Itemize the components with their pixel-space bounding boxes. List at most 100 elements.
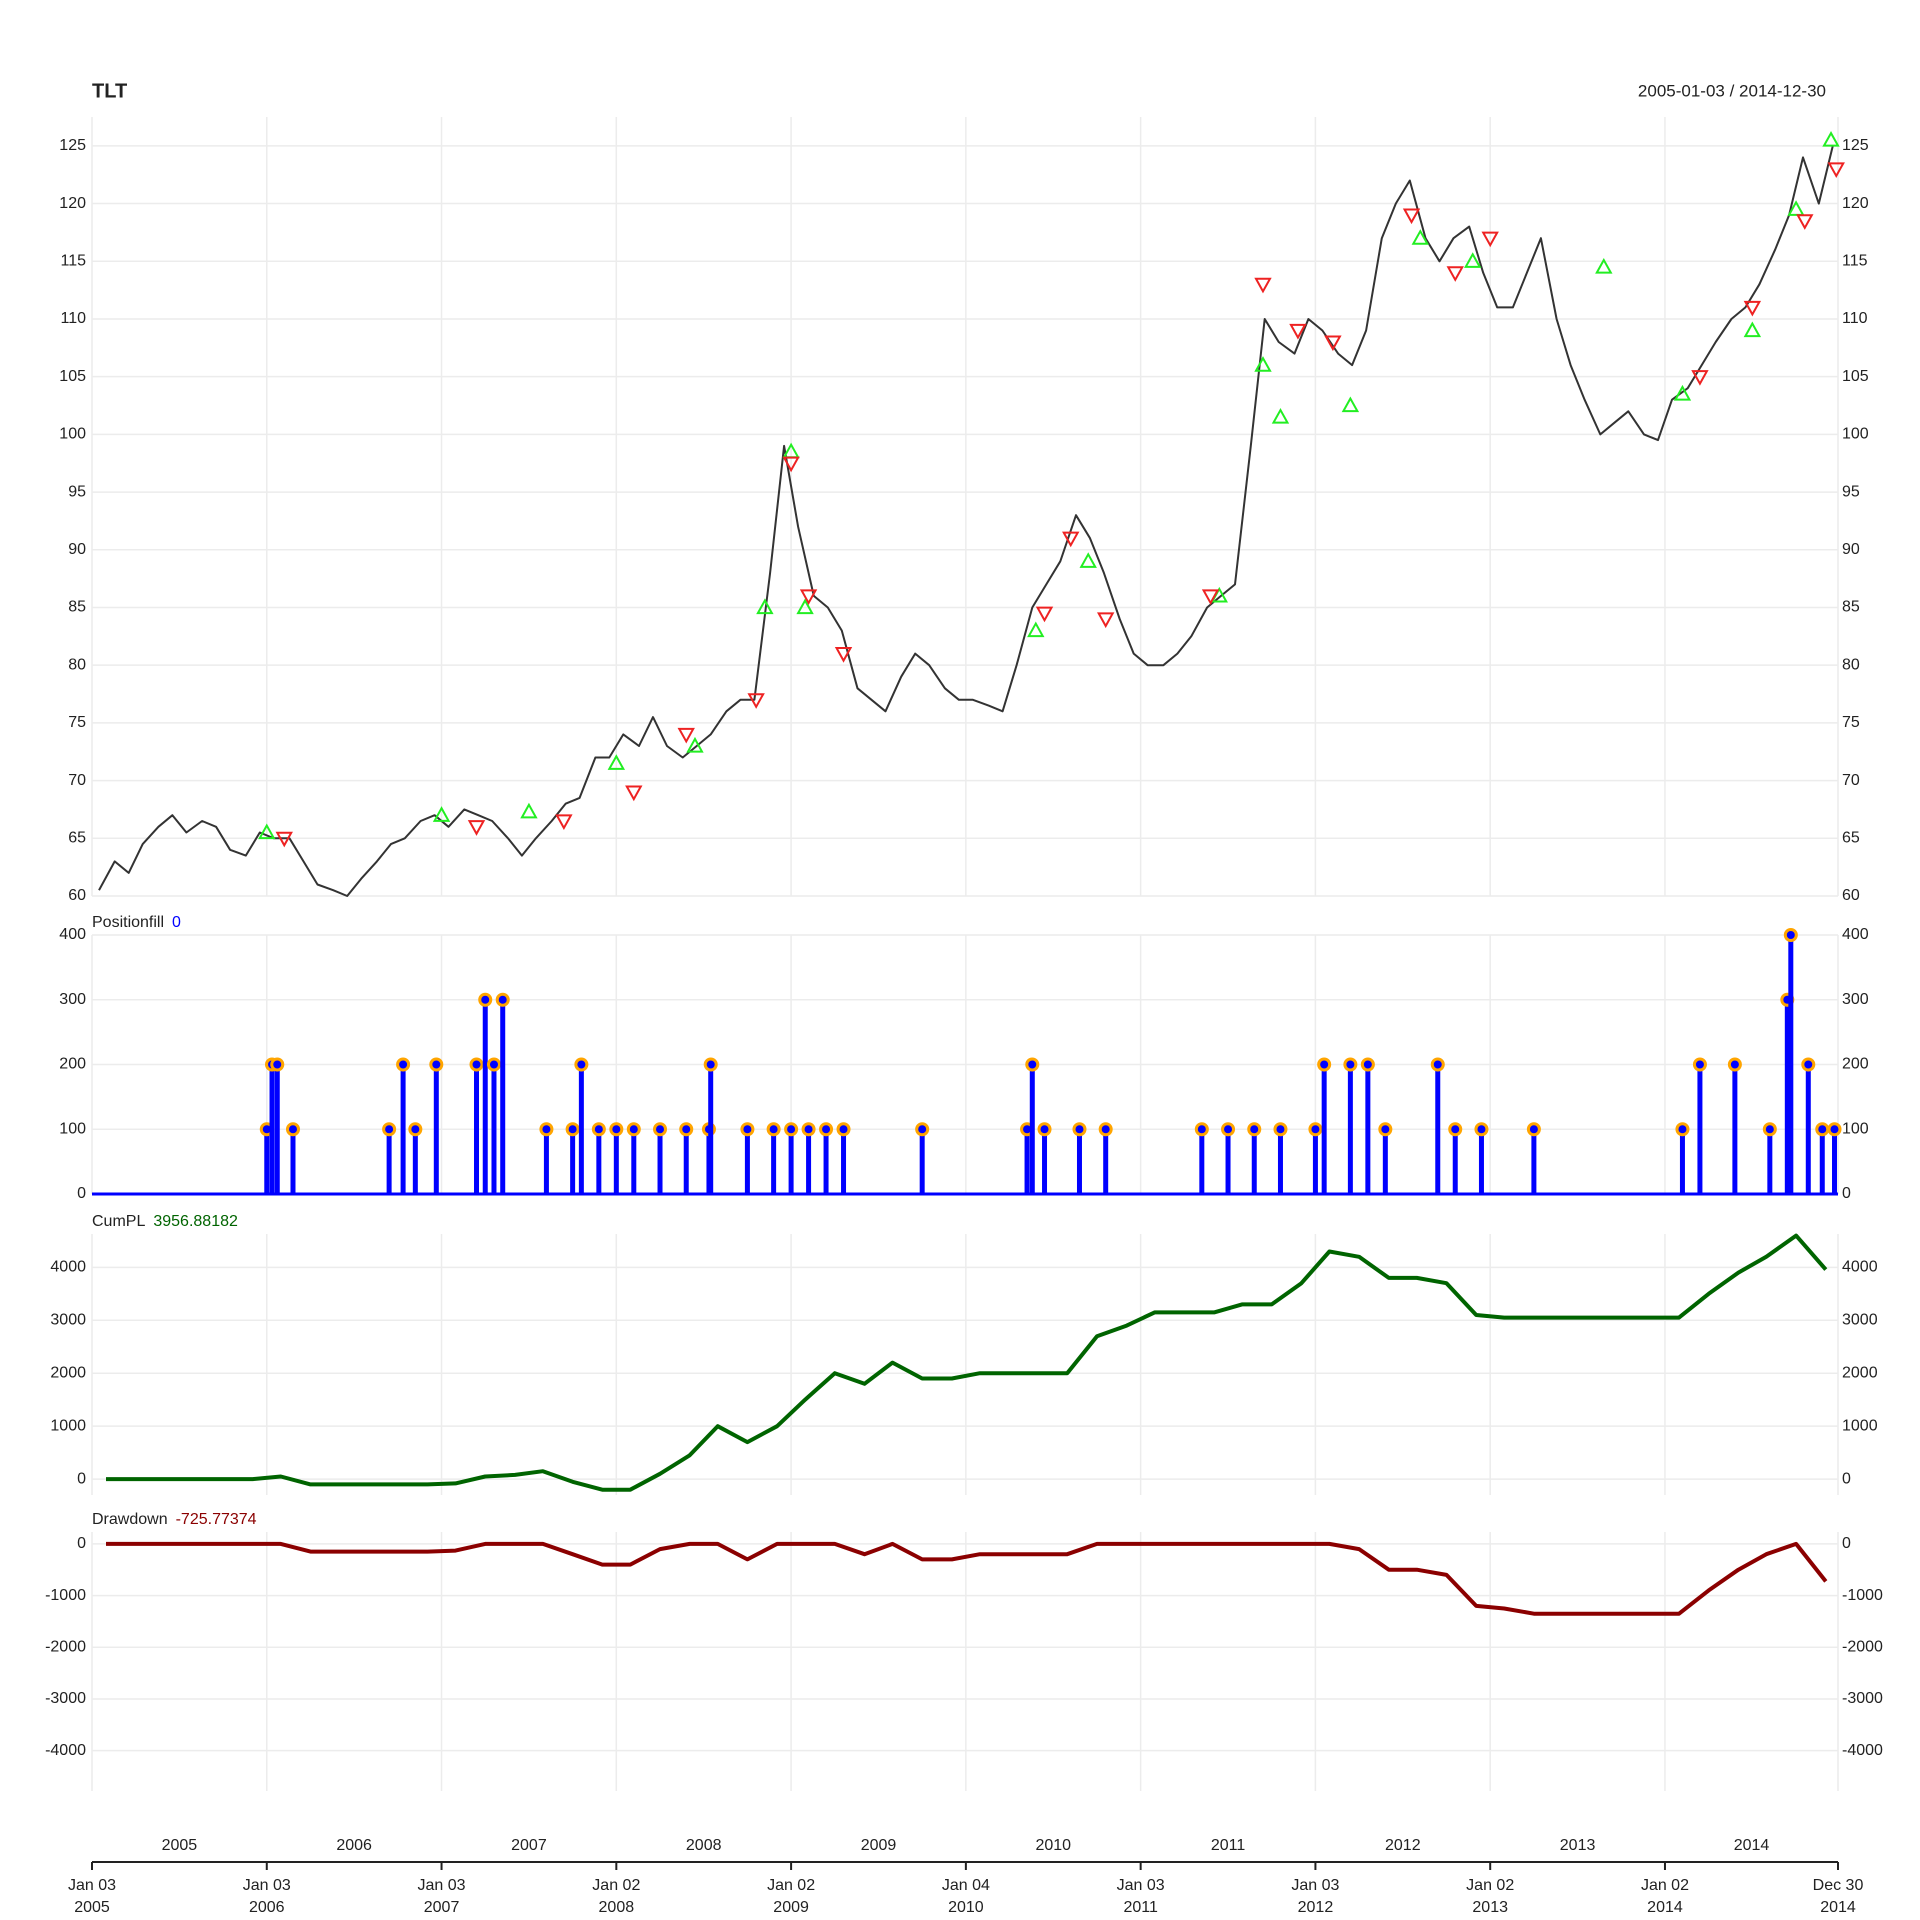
bar-top (1783, 928, 1798, 942)
year-label: 2013 (1560, 1837, 1596, 1854)
date-range: 2005-01-03 / 2014-12-30 (1638, 81, 1826, 100)
y-tick-label: 115 (1842, 252, 1868, 269)
sell-marker (834, 647, 853, 663)
bar-top (1801, 1057, 1816, 1072)
panel-last-value: -725.77374 (176, 1511, 257, 1528)
y-tick-label: 100 (59, 1120, 86, 1137)
bar-top (1037, 1122, 1052, 1137)
sell-marker (1035, 606, 1054, 623)
bar-top (486, 1057, 501, 1072)
sell-marker (1096, 612, 1115, 629)
y-tick-label: 110 (60, 310, 86, 327)
y-tick-label: 110 (1842, 310, 1868, 327)
sell-marker (555, 814, 573, 831)
buy-marker (1271, 408, 1290, 424)
year-label: 2008 (686, 1837, 722, 1854)
y-tick-label: 100 (1842, 426, 1869, 443)
bar-top (819, 1122, 834, 1137)
buy-marker (1079, 552, 1097, 568)
buy-marker (1464, 252, 1482, 268)
x-tick-label: Jan 03 (243, 1877, 291, 1894)
y-tick-label: 80 (68, 656, 86, 673)
bar-top (703, 1057, 718, 1072)
x-tick-year: 2014 (1647, 1899, 1683, 1916)
sell-marker (467, 820, 486, 836)
y-tick-label: 3000 (1842, 1312, 1878, 1329)
y-tick-label: 70 (68, 772, 86, 789)
bar-top (382, 1122, 397, 1137)
y-tick-label: 0 (77, 1470, 86, 1487)
bar-top (801, 1122, 816, 1137)
series-line (106, 1541, 1828, 1616)
y-tick-label: 300 (1842, 991, 1869, 1008)
y-tick-label: -3000 (1842, 1690, 1883, 1707)
bar-top (1675, 1122, 1690, 1137)
y-tick-label: 65 (1842, 830, 1860, 847)
bar-top (1221, 1122, 1236, 1137)
bar-top (1692, 1057, 1707, 1072)
buy-marker (1787, 200, 1805, 216)
x-tick-label: Jan 02 (1466, 1877, 1514, 1894)
year-label: 2011 (1211, 1837, 1246, 1854)
bar-top (429, 1057, 444, 1072)
y-tick-label: 105 (59, 368, 86, 385)
sell-marker (1743, 300, 1762, 317)
x-tick-label: Jan 03 (418, 1877, 466, 1894)
buy-marker (432, 806, 451, 822)
bar-top (1317, 1057, 1332, 1072)
buy-marker (1595, 257, 1613, 274)
y-tick-label: 0 (1842, 1535, 1851, 1552)
year-label: 2012 (1385, 1837, 1421, 1854)
bar-top (270, 1057, 285, 1072)
x-tick-label: Jan 02 (592, 1877, 640, 1894)
year-label: 2005 (162, 1837, 198, 1854)
buy-marker (796, 598, 814, 615)
x-tick-label: Jan 03 (1291, 1877, 1339, 1894)
sell-marker (799, 589, 818, 605)
bar-top (740, 1122, 755, 1137)
bar-top (1098, 1122, 1113, 1137)
year-label: 2006 (336, 1837, 372, 1854)
bar-top (1474, 1122, 1489, 1137)
y-tick-label: 100 (1842, 1120, 1869, 1137)
x-tick-year: 2009 (773, 1899, 809, 1916)
x-tick-label: Jan 03 (1117, 1877, 1165, 1894)
buy-marker (686, 736, 704, 753)
buy-marker (1411, 229, 1429, 245)
bar-top (1827, 1122, 1842, 1137)
panel-last-value: 0 (172, 914, 181, 931)
x-tick-year: 2011 (1123, 1899, 1158, 1916)
y-tick-label: 2000 (50, 1364, 86, 1381)
y-tick-label: 75 (1842, 714, 1860, 731)
panel-title: Drawdown (92, 1511, 168, 1528)
bar-top (653, 1122, 668, 1137)
buy-marker (756, 598, 774, 615)
panel-title: Positionfill (92, 914, 164, 931)
sell-marker (1201, 589, 1220, 605)
sell-marker (1289, 323, 1307, 340)
y-tick-label: 200 (59, 1056, 86, 1073)
y-tick-label: 80 (1842, 656, 1860, 673)
sell-marker (1827, 162, 1845, 178)
bar-top (1815, 1122, 1830, 1137)
year-label: 2007 (511, 1837, 547, 1854)
y-tick-label: 75 (68, 714, 86, 731)
bar-top (1762, 1122, 1777, 1137)
bar-top (679, 1122, 694, 1137)
bar-top (495, 992, 510, 1007)
y-tick-label: 4000 (50, 1259, 86, 1276)
bar-top (1247, 1122, 1262, 1137)
x-tick-year: 2007 (424, 1899, 460, 1916)
y-tick-label: 200 (1842, 1056, 1869, 1073)
x-tick-label: Jan 03 (68, 1877, 116, 1894)
x-tick-year: 2005 (74, 1899, 110, 1916)
sell-marker (1796, 214, 1814, 230)
y-tick-label: 125 (59, 137, 86, 154)
y-tick-label: 115 (60, 252, 86, 269)
x-tick-year: 2006 (249, 1899, 285, 1916)
y-tick-label: 0 (77, 1185, 86, 1202)
y-tick-label: 4000 (1842, 1259, 1878, 1276)
sell-marker (782, 456, 800, 473)
y-tick-label: -4000 (45, 1742, 86, 1759)
